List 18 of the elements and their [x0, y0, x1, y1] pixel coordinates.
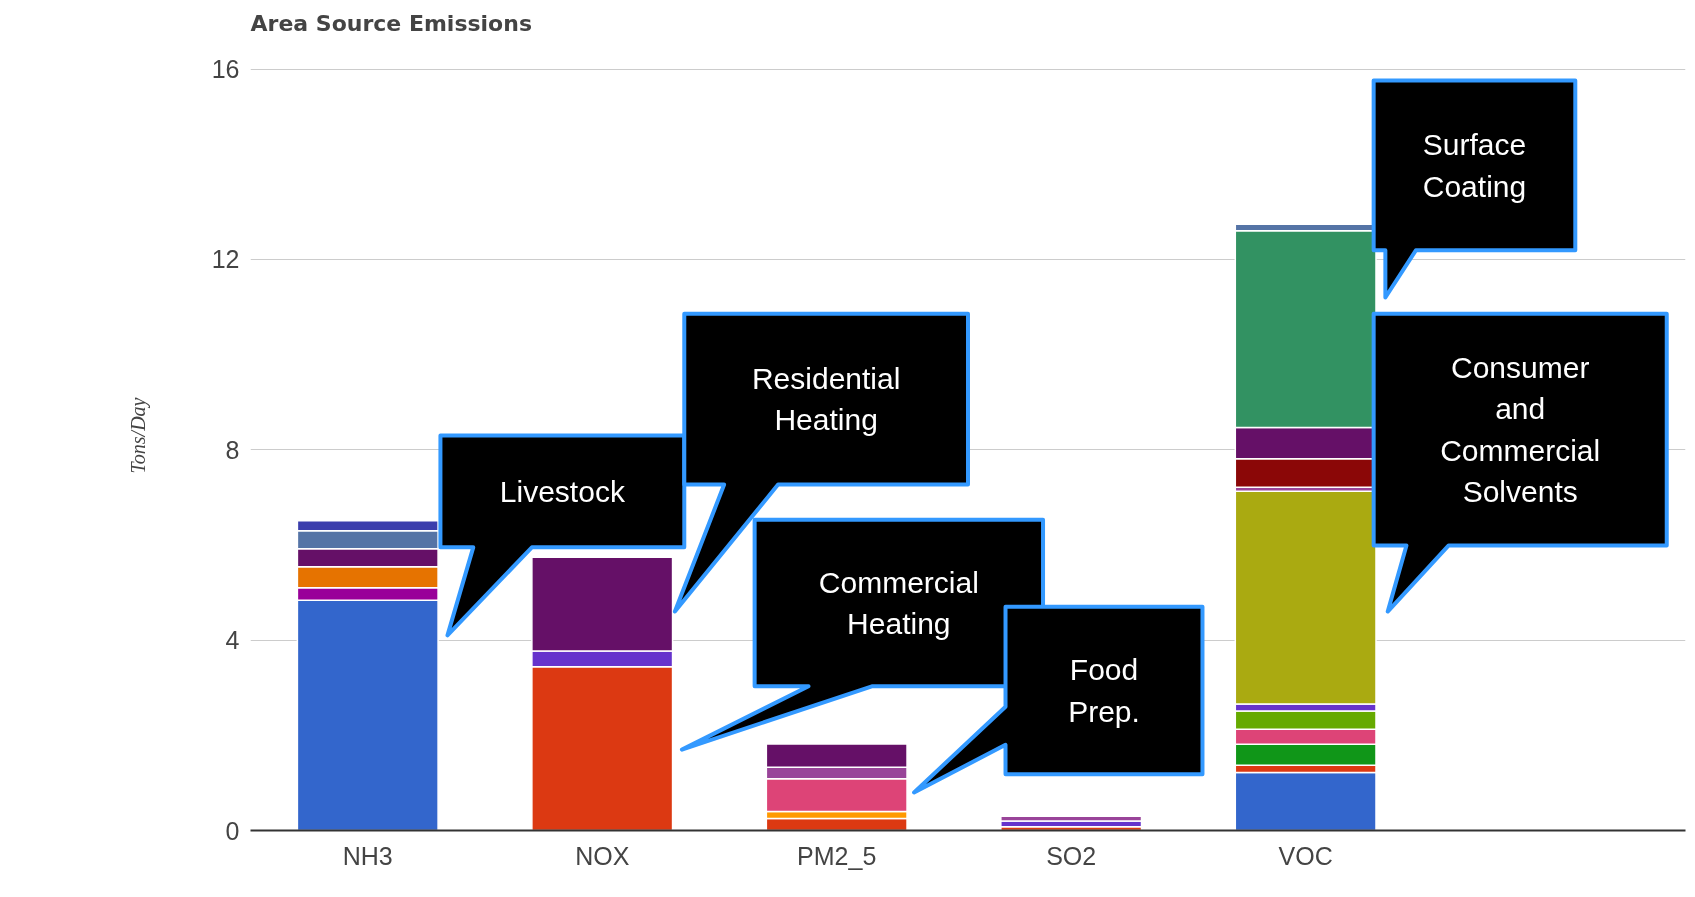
y-tick-label: 8: [225, 435, 240, 464]
annotation: Commercial Heating: [818, 565, 979, 641]
annotation: Livestock: [499, 474, 626, 508]
y-tick-label: 4: [225, 626, 240, 655]
y-axis-title: Tons/Day: [126, 397, 150, 474]
chart-title: Area Source Emissions: [250, 10, 532, 36]
x-tick-label: NH3: [342, 841, 393, 870]
x-tick-label: SO2: [1046, 841, 1097, 870]
x-tick-label: VOC: [1278, 841, 1333, 870]
text: Consumer and Commercial Solvents: [1440, 351, 1601, 508]
annotation: Residential Heating: [751, 361, 901, 437]
y-tick-label: 16: [211, 55, 240, 84]
y-tick-label: 0: [225, 816, 240, 845]
x-tick-label: PM2_5: [797, 841, 877, 870]
x-tick-label: NOX: [575, 841, 630, 870]
annotation: Food Prep.: [1068, 653, 1140, 728]
annotation: Surface Coating: [1422, 128, 1527, 203]
y-tick-label: 12: [211, 245, 240, 274]
